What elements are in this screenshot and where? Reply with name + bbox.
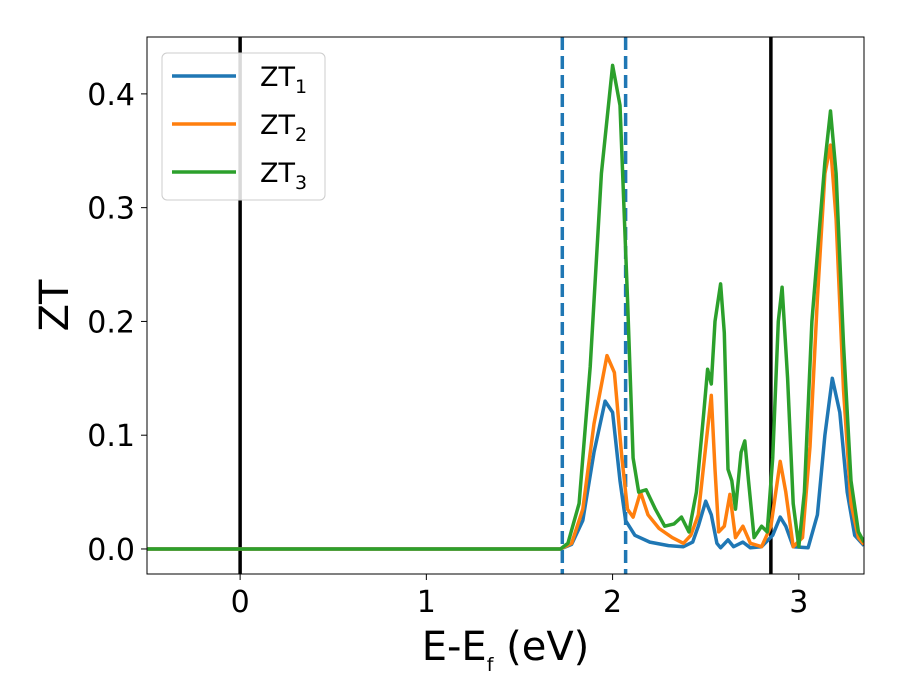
series-line-zt1	[147, 376, 864, 551]
y-ticks: 0.0 0.1 0.2 0.3 0.4	[87, 78, 147, 568]
plot-frame	[146, 36, 865, 575]
y-tick-label: 0.2	[87, 305, 135, 340]
x-tick-label: 2	[603, 585, 622, 620]
x-ticks: 0 1 2 3	[231, 574, 808, 620]
y-tick-label: 0.0	[87, 533, 135, 568]
legend: ZT1 ZT2 ZT3	[161, 52, 326, 201]
x-axis-label-main: E-E	[422, 624, 487, 670]
legend-label-zt3: ZT3	[260, 158, 307, 194]
series-lines	[147, 63, 864, 551]
y-tick-label: 0.4	[87, 78, 135, 113]
y-tick-label: 0.3	[87, 192, 135, 227]
y-axis-label: ZT	[32, 279, 78, 331]
x-tick-label: 3	[789, 585, 808, 620]
x-axis-label-unit: (eV)	[493, 624, 589, 670]
legend-box	[161, 52, 326, 201]
x-axis-label-sub: f	[487, 654, 495, 676]
series-line-zt3	[147, 63, 864, 551]
y-tick-label: 0.1	[87, 419, 135, 454]
legend-label-zt1: ZT1	[260, 62, 307, 98]
x-tick-label: 0	[231, 585, 250, 620]
legend-label-zt2: ZT2	[260, 110, 307, 146]
x-axis-label: E-Ef (eV)	[422, 624, 590, 676]
series-line-zt2	[147, 143, 864, 551]
x-tick-label: 1	[417, 585, 436, 620]
